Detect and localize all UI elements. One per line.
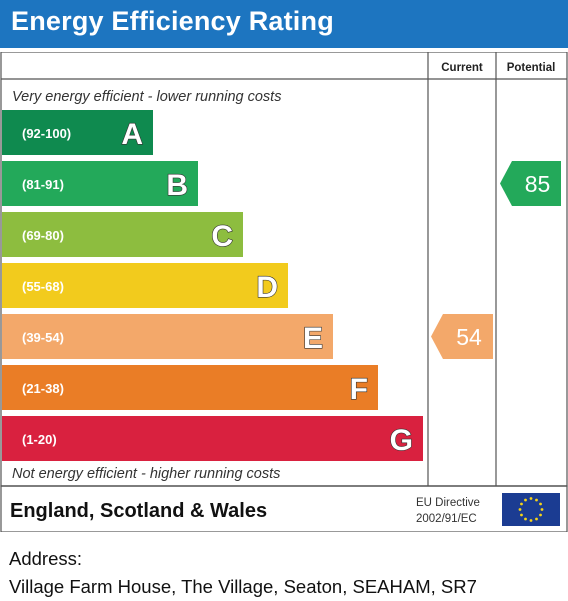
band-e: (39-54) E (2, 314, 333, 359)
band-bar-b (2, 161, 198, 206)
current-rating-value: 54 (456, 324, 482, 350)
eu-directive-label: EU Directive (416, 497, 480, 509)
band-range-b: (81-91) (22, 177, 64, 192)
band-bar-c (2, 212, 243, 257)
band-c: (69-80) C (2, 212, 243, 257)
chart-title: Energy Efficiency Rating (11, 6, 334, 36)
band-a: (92-100) A (2, 110, 153, 155)
band-b: (81-91) B (2, 161, 198, 206)
band-f: (21-38) F (2, 365, 378, 410)
top-caption: Very energy efficient - lower running co… (12, 89, 281, 105)
band-letter-b: B (166, 169, 188, 202)
eu-directive-number: 2002/91/EC (416, 513, 477, 525)
current-column-header: Current (441, 62, 483, 74)
rating-bands: (92-100) A (81-91) B (69-80) C (55-68) D (39-54)… (2, 110, 423, 461)
band-letter-e: E (303, 322, 323, 355)
band-range-g: (1-20) (22, 432, 57, 447)
rating-markers: 54 85 (431, 161, 561, 359)
potential-rating-arrow (500, 161, 561, 206)
footer-frame (0, 485, 568, 532)
region-label: England, Scotland & Wales (10, 500, 267, 522)
band-bar-g (2, 416, 423, 461)
header-bar: Energy Efficiency Rating (0, 0, 568, 48)
potential-rating-value: 85 (525, 171, 551, 197)
potential-column-header: Potential (507, 62, 556, 74)
band-range-d: (55-68) (22, 279, 64, 294)
address-label: Address: (9, 548, 83, 569)
band-letter-d: D (256, 271, 278, 304)
band-letter-g: G (390, 424, 413, 457)
band-range-f: (21-38) (22, 381, 64, 396)
band-bar-f (2, 365, 378, 410)
band-range-a: (92-100) (22, 126, 71, 141)
band-letter-c: C (211, 220, 233, 253)
band-letter-a: A (121, 118, 143, 151)
bottom-caption: Not energy efficient - higher running co… (12, 466, 280, 482)
address-block: Address: Village Farm House, The Village… (9, 545, 568, 601)
band-range-c: (69-80) (22, 228, 64, 243)
band-bar-e (2, 314, 333, 359)
potential-rating: 85 (500, 161, 561, 206)
band-g: (1-20) G (2, 416, 423, 461)
band-d: (55-68) D (2, 263, 288, 308)
band-letter-f: F (350, 373, 368, 406)
current-rating: 54 (431, 314, 493, 359)
current-rating-arrow (431, 314, 493, 359)
band-range-e: (39-54) (22, 330, 64, 345)
band-bar-a (2, 110, 153, 155)
band-bar-d (2, 263, 288, 308)
rating-svg: Current Potential Very energy efficient … (0, 52, 568, 532)
energy-rating-chart: Current Potential Very energy efficient … (0, 52, 568, 532)
address-value: Village Farm House, The Village, Seaton,… (9, 576, 477, 597)
eu-flag-icon (502, 493, 560, 526)
